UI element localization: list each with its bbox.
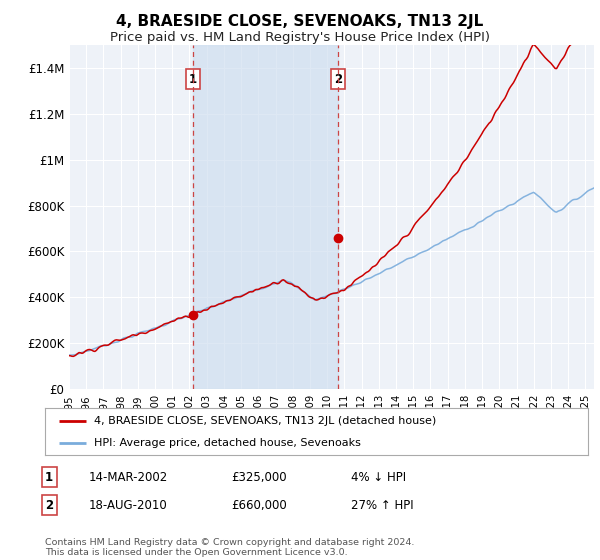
- Text: 4% ↓ HPI: 4% ↓ HPI: [351, 470, 406, 484]
- Text: Price paid vs. HM Land Registry's House Price Index (HPI): Price paid vs. HM Land Registry's House …: [110, 31, 490, 44]
- Text: 2: 2: [334, 73, 342, 86]
- Text: HPI: Average price, detached house, Sevenoaks: HPI: Average price, detached house, Seve…: [94, 438, 361, 448]
- Text: 4, BRAESIDE CLOSE, SEVENOAKS, TN13 2JL (detached house): 4, BRAESIDE CLOSE, SEVENOAKS, TN13 2JL (…: [94, 416, 436, 426]
- Text: 1: 1: [189, 73, 197, 86]
- Text: 2: 2: [45, 498, 53, 512]
- Text: £660,000: £660,000: [231, 498, 287, 512]
- Text: 14-MAR-2002: 14-MAR-2002: [89, 470, 168, 484]
- Text: £325,000: £325,000: [231, 470, 287, 484]
- Text: 18-AUG-2010: 18-AUG-2010: [89, 498, 167, 512]
- Text: 4, BRAESIDE CLOSE, SEVENOAKS, TN13 2JL: 4, BRAESIDE CLOSE, SEVENOAKS, TN13 2JL: [116, 14, 484, 29]
- Text: 27% ↑ HPI: 27% ↑ HPI: [351, 498, 413, 512]
- Text: Contains HM Land Registry data © Crown copyright and database right 2024.
This d: Contains HM Land Registry data © Crown c…: [45, 538, 415, 557]
- Bar: [193, 45, 338, 389]
- Text: 1: 1: [45, 470, 53, 484]
